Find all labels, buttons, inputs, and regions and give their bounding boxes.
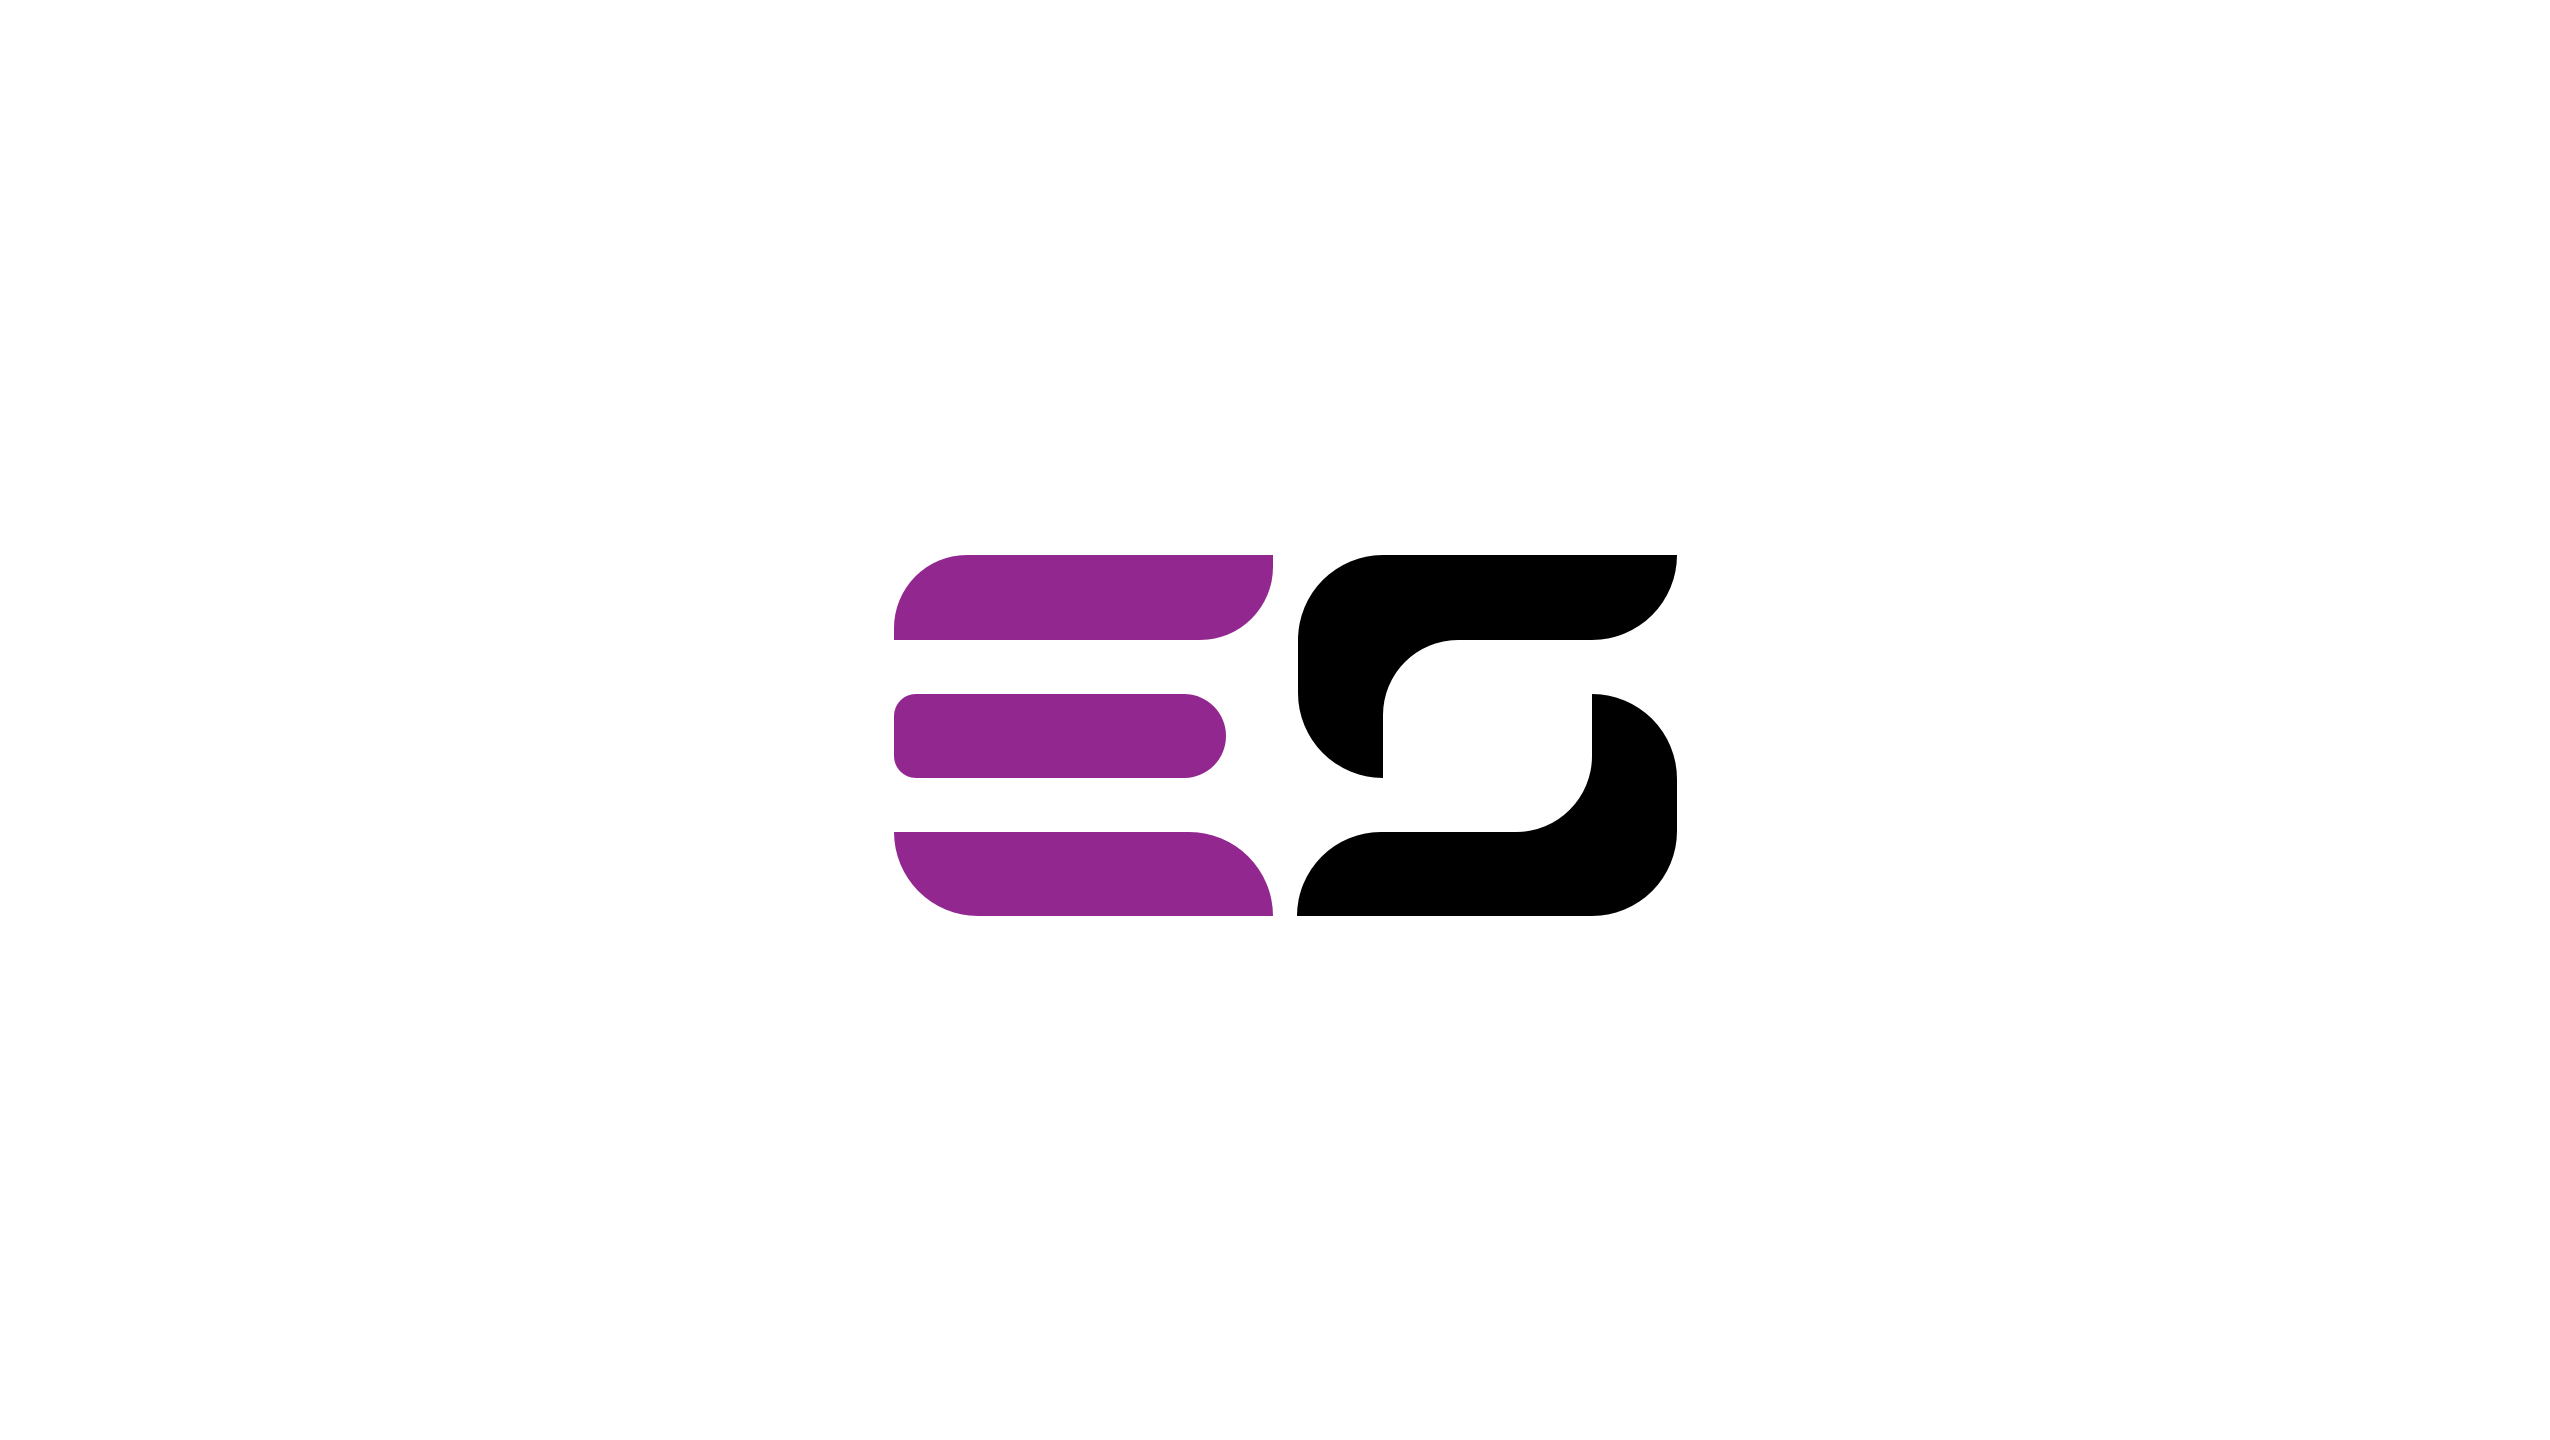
s-letter-mark	[1297, 555, 1677, 916]
s-upper-stroke	[1298, 555, 1677, 778]
e-bottom-bar	[894, 832, 1273, 916]
e-top-bar	[894, 555, 1273, 640]
s-lower-stroke	[1297, 694, 1677, 916]
e-middle-bar	[894, 694, 1226, 778]
e-letter-mark	[894, 555, 1273, 916]
